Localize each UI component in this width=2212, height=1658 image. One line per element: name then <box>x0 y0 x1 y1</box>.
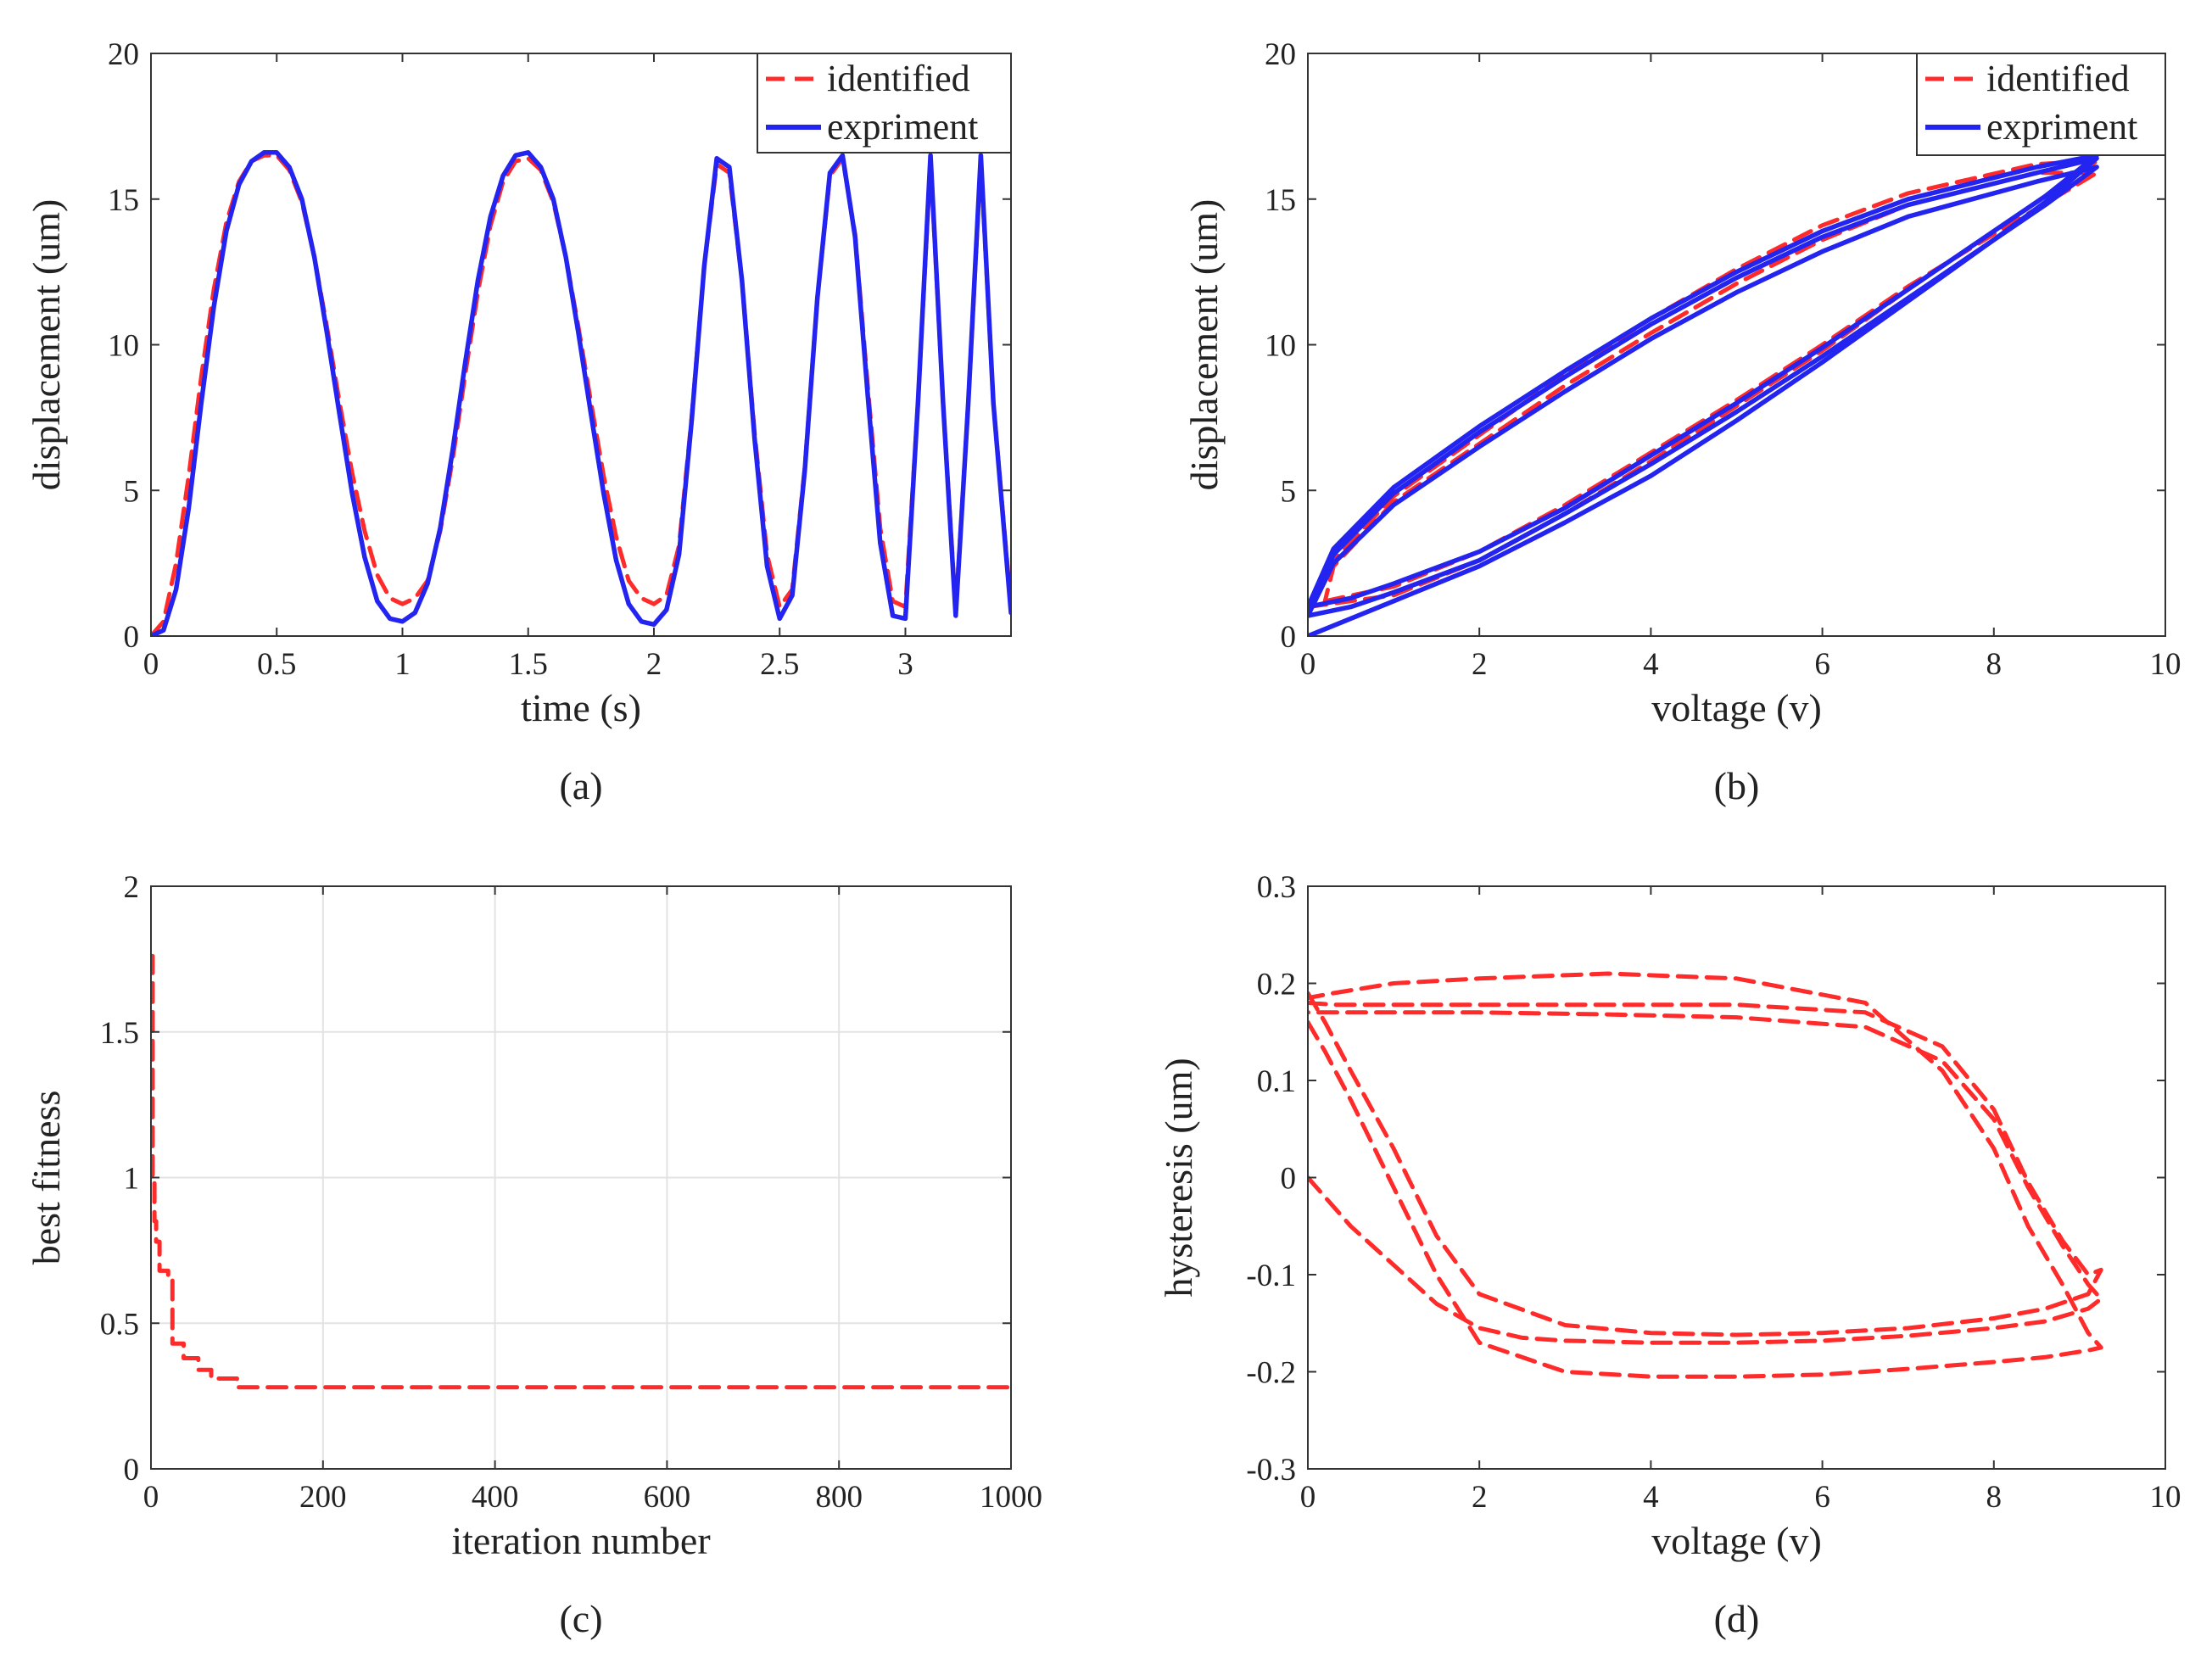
panel-c: 0 200 400 600 800 1000 0 0.5 1 1.5 2 iteration numb… <box>25 870 1042 1640</box>
y-axis-label: best fitness <box>25 1091 68 1265</box>
y-tick-label: 0.1 <box>1257 1064 1296 1099</box>
y-tick-label: 15 <box>108 183 139 218</box>
y-tick-label: 0 <box>124 620 140 655</box>
series-line-hysteresis-loop-2 <box>1308 971 2103 1379</box>
x-tick-label: 2 <box>1472 1480 1488 1515</box>
x-tick-label: 1.5 <box>509 647 548 682</box>
x-tick-label: 4 <box>1643 1480 1659 1515</box>
x-tick-label: 2.5 <box>760 647 799 682</box>
x-axis-label: time (s) <box>521 686 641 729</box>
x-tick-label: 400 <box>472 1480 519 1515</box>
y-tick-label: 10 <box>108 329 139 364</box>
series-line-hysteresis-loop-0 <box>1308 1010 2103 1345</box>
x-tick-label: 200 <box>299 1480 347 1515</box>
x-axis-label: voltage (v) <box>1651 1519 1822 1562</box>
axes-box <box>1307 885 2166 1470</box>
y-tick-label: 5 <box>124 474 140 509</box>
y-tick-label: 20 <box>1265 37 1296 72</box>
y-axis-label: displacement (um) <box>25 199 68 491</box>
series-line-expriment-loop-0 <box>1308 155 2099 636</box>
plot-area <box>151 953 1011 1390</box>
x-tick-label: 10 <box>2150 647 2181 682</box>
y-tick-label: 20 <box>108 37 139 72</box>
x-tick-label: 0 <box>1300 647 1316 682</box>
legend-label-expriment: expriment <box>827 106 978 148</box>
x-tick-label: 4 <box>1643 647 1659 682</box>
x-tick-label: 6 <box>1814 1480 1830 1515</box>
y-tick-label: 0 <box>1281 1162 1297 1197</box>
series-line-expriment-loop-1 <box>1308 165 2099 618</box>
y-tick-label: 0.2 <box>1257 968 1296 1002</box>
x-tick-label: 8 <box>1986 1480 2003 1515</box>
plot-area <box>1308 971 2103 1379</box>
y-tick-label: 0.5 <box>100 1307 139 1342</box>
series-line-hysteresis-loop-1 <box>1308 991 2103 1337</box>
y-tick-label: 10 <box>1265 329 1296 364</box>
legend-label-identified: identified <box>1986 58 2130 99</box>
series-line-expriment <box>151 150 1011 636</box>
series-line-identified-loop-1 <box>1322 170 2099 604</box>
x-tick-label: 0 <box>143 1480 159 1515</box>
legend-label-identified: identified <box>827 58 970 99</box>
x-tick-label: 600 <box>644 1480 691 1515</box>
x-tick-label: 8 <box>1986 647 2003 682</box>
y-tick-label: 0.3 <box>1257 870 1296 905</box>
legend-label-expriment: expriment <box>1986 106 2137 148</box>
panel-a: 0 0.5 1 1.5 2 2.5 3 0 5 10 15 20 time (s) displacemen… <box>25 37 1012 807</box>
plot-area <box>1308 153 2099 636</box>
y-tick-label: 15 <box>1265 183 1296 218</box>
y-tick-label: 0 <box>1281 620 1297 655</box>
x-tick-label: 0 <box>1300 1480 1316 1515</box>
x-tick-label: 6 <box>1814 647 1830 682</box>
y-tick-label: -0.2 <box>1246 1356 1296 1391</box>
y-tick-label: 1 <box>124 1162 140 1197</box>
y-tick-label: -0.1 <box>1246 1259 1296 1293</box>
panel-caption: (d) <box>1714 1597 1760 1640</box>
y-tick-label: -0.3 <box>1246 1453 1296 1488</box>
panel-b: 0 2 4 6 8 10 0 5 10 15 20 voltage (v) displacement (… <box>1182 37 2181 807</box>
x-tick-label: 800 <box>815 1480 863 1515</box>
x-axis-label: iteration number <box>451 1519 710 1562</box>
series-line-best-fitness <box>151 953 1011 1390</box>
x-axis-label: voltage (v) <box>1651 686 1822 729</box>
x-tick-label: 10 <box>2150 1480 2181 1515</box>
x-tick-label: 2 <box>646 647 662 682</box>
legend-box <box>757 53 1012 154</box>
legend-box <box>1916 53 2166 156</box>
x-tick-label: 1 <box>394 647 411 682</box>
panel-caption: (b) <box>1714 764 1760 807</box>
x-tick-label: 3 <box>897 647 913 682</box>
y-tick-label: 2 <box>124 870 140 905</box>
panel-d: 0 2 4 6 8 10 -0.3 -0.2 -0.1 0 0.1 0.2 0.3 voltage (v)… <box>1157 870 2181 1640</box>
y-tick-label: 0 <box>124 1453 140 1488</box>
x-tick-label: 2 <box>1472 647 1488 682</box>
y-tick-label: 1.5 <box>100 1016 139 1051</box>
legend: identified expriment <box>1916 53 2166 156</box>
x-tick-label: 0 <box>143 647 159 682</box>
x-tick-label: 1000 <box>980 1480 1042 1515</box>
series-line-expriment-loop-2 <box>1308 153 2099 610</box>
panel-caption: (c) <box>559 1597 602 1640</box>
x-tick-label: 0.5 <box>257 647 296 682</box>
y-axis-label: displacement (um) <box>1182 199 1226 491</box>
panel-caption: (a) <box>559 764 602 807</box>
series-line-identified-loop-0 <box>1308 159 2099 610</box>
y-tick-label: 5 <box>1281 474 1297 509</box>
plot-area <box>151 150 1011 636</box>
legend: identified expriment <box>757 53 1012 154</box>
y-axis-label: hysteresis (um) <box>1157 1058 1200 1297</box>
